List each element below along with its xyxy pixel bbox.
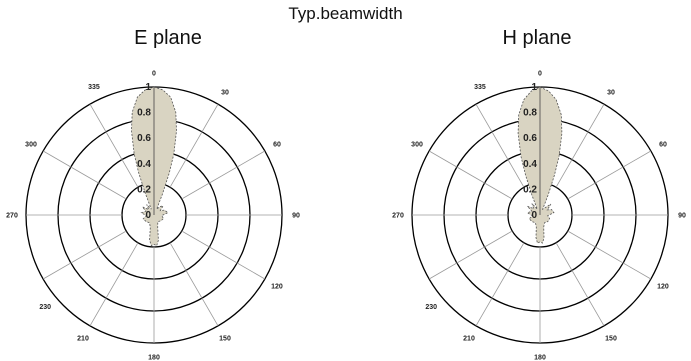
grid-spoke-330 [89,103,139,188]
angle-label: 90 [292,213,300,220]
grid-spoke-210 [89,242,139,327]
grid-spoke-240 [42,230,127,280]
angle-label: 230 [39,304,51,311]
e-plane-title: E plane [134,27,202,49]
page-title: Typ.beamwidth [288,4,403,23]
radial-tick-label: 1 [145,82,151,93]
grid-spoke-30 [169,103,219,188]
radial-tick-label: 0.6 [137,133,151,144]
grid-spoke-300 [42,150,127,200]
angle-label: 210 [77,335,89,342]
grid-spoke-150 [169,242,219,327]
angle-label: 180 [148,355,160,361]
angle-label: 335 [88,84,100,91]
angle-label: 300 [25,142,37,149]
angle-label: 0 [152,71,156,78]
grid-spoke-60 [181,150,266,200]
angle-label: 120 [271,284,283,291]
grid-spoke-120 [181,230,266,280]
radial-tick-label: 0 [145,210,151,221]
angle-label: 60 [273,142,281,149]
radial-tick-label: 0.4 [137,159,151,170]
radial-tick-label: 0.2 [137,184,151,195]
angle-label: 30 [221,90,229,97]
angle-label: 150 [219,335,231,342]
angle-label: 270 [6,213,18,220]
h-plane-title: H plane [502,27,572,49]
radial-tick-label: 0.8 [137,108,151,119]
